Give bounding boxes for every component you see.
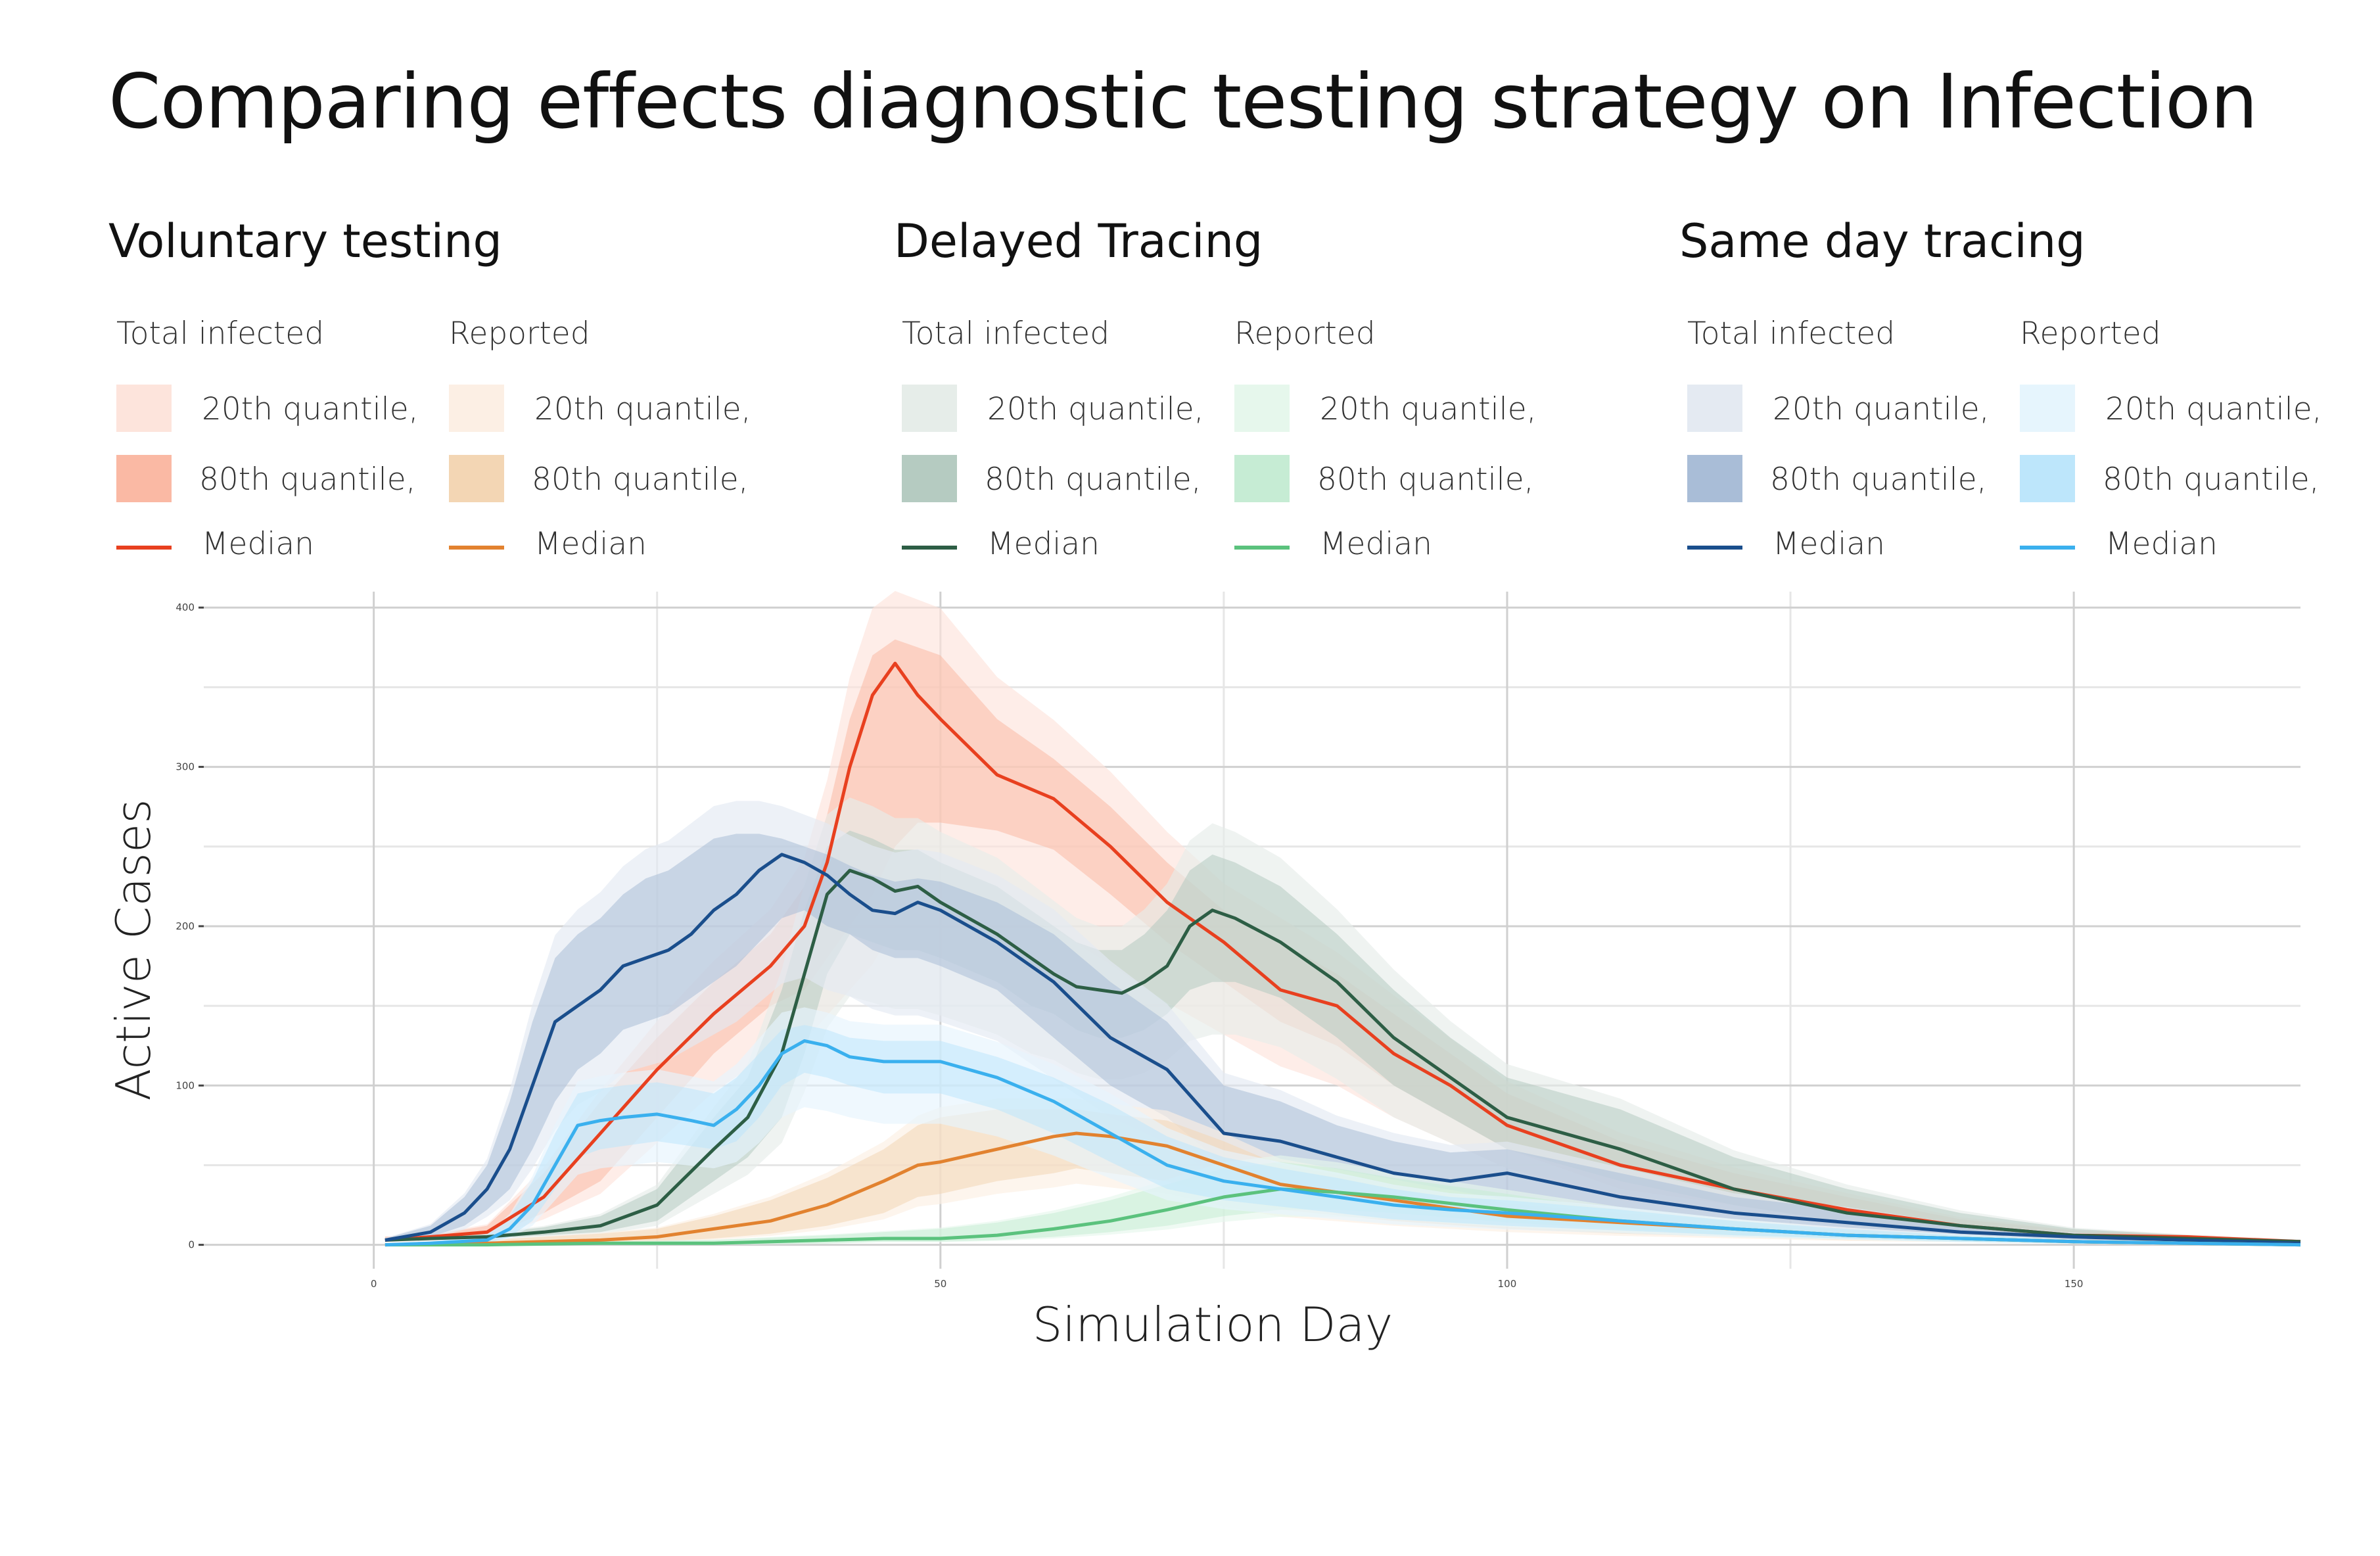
axis-ticks: 0 50 100 150 0 100 200 300 400 [175, 601, 2083, 1290]
x-tick-label: 150 [2065, 1278, 2084, 1290]
legend-label-q80: 80th quantile, [532, 461, 749, 498]
legend-swatch-20th-quantile [2020, 385, 2075, 432]
legend-label-q20: 20th quantile, [2105, 391, 2322, 427]
legend-label-median: Median [202, 526, 314, 562]
legend-label-median: Median [2105, 526, 2218, 562]
legend-group-title: Voluntary testing [108, 214, 502, 268]
legend-label-q80: 80th quantile, [985, 461, 1202, 498]
y-tick-label: 300 [175, 761, 195, 773]
legend-column-heading: Reported [2020, 316, 2161, 352]
median-line-same-day-tracing-reported [385, 1039, 2301, 1247]
median-line-same-day-tracing-total-infected [385, 853, 2301, 1245]
legend-group-title: Delayed Tracing [894, 214, 1263, 268]
legend-swatch-80th-quantile [1234, 455, 1290, 502]
legend-label-q20: 20th quantile, [1320, 391, 1537, 427]
band-80th-voluntary-testing-total-infected [385, 639, 2301, 1244]
legend-median-line [116, 546, 172, 550]
x-tick-label: 0 [371, 1278, 377, 1290]
median-line-voluntary-testing-total-infected [385, 661, 2301, 1244]
legend-label-median: Median [987, 526, 1100, 562]
band-80th-same-day-tracing-total-infected [385, 834, 2301, 1244]
x-tick-label: 50 [934, 1278, 946, 1290]
quantile-bands [385, 591, 2301, 1245]
band-80th-same-day-tracing-reported [385, 1025, 2301, 1245]
legend-label-q20: 20th quantile, [987, 391, 1204, 427]
x-axis-title: Simulation Day [1033, 1297, 1393, 1352]
legend-column-heading: Total infected [116, 316, 325, 352]
legend-swatch-20th-quantile [902, 385, 957, 432]
chart-title: Comparing effects diagnostic testing str… [108, 58, 2258, 145]
legend-label-median: Median [1320, 526, 1432, 562]
median-lines [385, 661, 2301, 1247]
legend-median-line [902, 546, 957, 550]
legend-label-q20: 20th quantile, [1773, 391, 1990, 427]
legend-column-heading: Reported [449, 316, 590, 352]
legend-label-q20: 20th quantile, [534, 391, 751, 427]
legend-swatch-20th-quantile [449, 385, 504, 432]
y-tick-label: 100 [175, 1079, 195, 1091]
legend-swatch-80th-quantile [902, 455, 957, 502]
legend-label-q80: 80th quantile, [199, 461, 416, 498]
legend-label-q80: 80th quantile, [1317, 461, 1534, 498]
legend-group-title: Same day tracing [1679, 214, 2086, 268]
legend-swatch-80th-quantile [116, 455, 172, 502]
legend-swatch-20th-quantile [116, 385, 172, 432]
legend-column-heading: Reported [1234, 316, 1376, 352]
y-axis-title: Active Cases [106, 799, 161, 1100]
legend-swatch-20th-quantile [1234, 385, 1290, 432]
median-line-delayed-tracing-total-infected [385, 868, 2301, 1244]
legend-column-heading: Total infected [902, 316, 1110, 352]
legend-swatch-20th-quantile [1687, 385, 1742, 432]
legend-label-median: Median [534, 526, 647, 562]
legend-median-line [1687, 546, 1742, 550]
y-tick-label: 200 [175, 920, 195, 932]
legend-label-q80: 80th quantile, [1770, 461, 1987, 498]
legend-label-q80: 80th quantile, [2103, 461, 2320, 498]
legend-median-line [2020, 546, 2075, 550]
y-tick-label: 400 [175, 601, 195, 613]
legend-swatch-80th-quantile [449, 455, 504, 502]
legend-median-line [449, 546, 504, 550]
legend-median-line [1234, 546, 1290, 550]
legend-swatch-80th-quantile [2020, 455, 2075, 502]
legend-column-heading: Total infected [1687, 316, 1896, 352]
legend-label-q20: 20th quantile, [202, 391, 419, 427]
legend-label-median: Median [1773, 526, 1885, 562]
x-tick-label: 100 [1498, 1278, 1517, 1290]
legend-swatch-80th-quantile [1687, 455, 1742, 502]
y-tick-label: 0 [188, 1239, 195, 1251]
